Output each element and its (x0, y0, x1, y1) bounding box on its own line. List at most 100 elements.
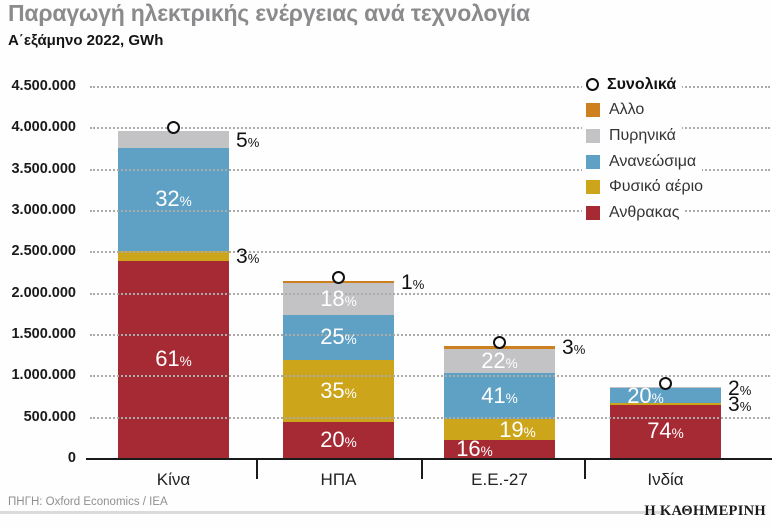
x-axis-category-label: Ινδία (647, 470, 684, 489)
percent-sign: % (739, 398, 752, 414)
bar-segment-Ανανεώσιμα (610, 388, 721, 403)
segment-percent-label: 25% (320, 324, 357, 350)
legend-label: Συνολικά (607, 75, 677, 93)
total-marker (659, 376, 672, 390)
gridline (90, 375, 770, 378)
legend-label: Ανανεώσιμα (609, 152, 697, 170)
x-axis-category-label: ΗΠΑ (320, 470, 357, 489)
y-axis-tick-label: 2.500.000 (11, 243, 76, 260)
segment-percent-label-outside: 1% (401, 270, 425, 294)
gridline (90, 251, 770, 254)
legend-label: Πυρηνικά (609, 126, 676, 144)
bar-segment-Πυρηνικά (444, 348, 555, 374)
y-axis-tick-label: 0 (67, 450, 76, 466)
segment-percent-label: 18% (320, 285, 357, 311)
total-circle-icon (586, 78, 599, 92)
legend-color-swatch (586, 128, 600, 143)
bar-segment-Ανθρακας (610, 404, 721, 458)
category-separator-tick (256, 458, 258, 479)
percent-sign: % (523, 424, 536, 440)
y-axis-tick-label: 4.000.000 (11, 119, 76, 136)
segment-percent-label-outside: 5% (236, 128, 260, 152)
y-axis-tick-label: 500.000 (23, 408, 76, 425)
segment-percent-label: 20% (627, 382, 664, 408)
y-axis-tick-label: 3.500.000 (11, 160, 76, 177)
segment-percent-label: 22% (481, 348, 518, 374)
chart-legend: Συνολικά Αλλο Πυρηνικά Ανανεώσιμα Φυσικό αέρ… (582, 72, 710, 226)
bar-segment-Πυρηνικά (283, 282, 394, 316)
y-axis-tick-label: 1.000.000 (11, 367, 76, 384)
percent-sign: % (573, 342, 586, 358)
legend-color-swatch (586, 205, 600, 220)
page-subtitle: Α΄εξάμηνο 2022, GWh (8, 32, 164, 49)
legend-item: Φυσικό αέριο (582, 174, 710, 200)
bar-segment-Πυρηνικά (118, 131, 229, 148)
percent-sign: % (412, 276, 425, 292)
total-marker (167, 121, 180, 135)
bar-segment-Ανανεώσιμα (283, 315, 394, 360)
segment-percent-label-outside: 3% (728, 392, 752, 416)
segment-percent-label: 20% (320, 427, 357, 453)
segment-percent-label-outside: 2% (728, 376, 752, 400)
percent-sign: % (179, 354, 192, 370)
percent-sign: % (344, 435, 357, 451)
percent-sign: % (247, 134, 260, 150)
legend-color-swatch (586, 103, 600, 118)
legend-label: Φυσικό αέριο (609, 178, 704, 196)
percent-sign: % (505, 391, 518, 407)
gridline (90, 168, 770, 171)
total-marker (332, 271, 345, 285)
percent-sign: % (179, 194, 192, 210)
bar-segment-Φυσικό αέριο (610, 402, 721, 405)
brand-logo: Η ΚΑΘΗΜΕΡΙΝΗ (644, 503, 766, 519)
legend-item: Αλλο (582, 97, 651, 124)
percent-sign: % (247, 250, 260, 266)
percent-sign: % (671, 426, 684, 442)
bar-segment-Ανθρακας (444, 440, 555, 458)
segment-percent-label: 74% (647, 418, 684, 444)
y-axis-tick-label: 4.500.000 (11, 78, 76, 94)
percent-sign: % (344, 332, 357, 348)
gridline (90, 334, 770, 336)
category-separator-tick (584, 458, 586, 479)
legend-item: Ανανεώσιμα (582, 148, 703, 175)
plot-area: 0 500.000 1.000.000 1.500.000 2.000.000 2.500… (11, 78, 772, 489)
x-axis-category-label: Κίνα (156, 470, 191, 489)
x-axis-line (86, 458, 772, 460)
segment-percent-label: 32% (155, 186, 192, 212)
y-axis-tick-label: 2.000.000 (11, 284, 76, 301)
page-title: Παραγωγή ηλεκτρικής ενέργειας ανά τεχνολ… (8, 0, 530, 26)
footer-divider (0, 511, 665, 514)
total-marker (493, 335, 506, 349)
legend-item: Ανθρακας (582, 199, 686, 226)
bar-segment-Φυσικό αέριο (283, 359, 394, 423)
legend-label: Αλλο (609, 101, 645, 119)
segment-percent-label-outside: 3% (562, 336, 586, 360)
y-axis-tick-label: 3.000.000 (11, 202, 76, 218)
bar-segment-Ανθρακας (283, 422, 394, 458)
legend-color-swatch (586, 180, 600, 195)
segment-percent-label: 61% (155, 346, 192, 372)
segment-percent-label: 41% (481, 383, 518, 409)
segment-percent-label: 16% (456, 436, 493, 462)
gridline (90, 210, 770, 212)
bar-segment-Φυσικό αέριο (444, 419, 555, 441)
category-separator-tick (420, 458, 423, 479)
segment-percent-label: 19% (499, 416, 536, 442)
segment-percent-label-outside: 3% (236, 244, 260, 268)
legend-label: Ανθρακας (609, 203, 680, 221)
gridline (90, 292, 770, 295)
percent-sign: % (480, 444, 493, 460)
gridline (90, 86, 770, 88)
y-axis-tick-label: 1.500.000 (11, 326, 76, 342)
legend-color-swatch (586, 154, 600, 169)
percent-sign: % (651, 390, 664, 406)
gridline (90, 416, 770, 419)
legend-item: Πυρηνικά (582, 123, 682, 149)
percent-sign: % (505, 356, 518, 372)
percent-sign: % (739, 382, 752, 398)
bar-segment-Ανανεώσιμα (444, 373, 555, 420)
percent-sign: % (344, 385, 357, 401)
source-note: ΠΗΓΗ: Oxford Economics / IEA (8, 496, 168, 508)
